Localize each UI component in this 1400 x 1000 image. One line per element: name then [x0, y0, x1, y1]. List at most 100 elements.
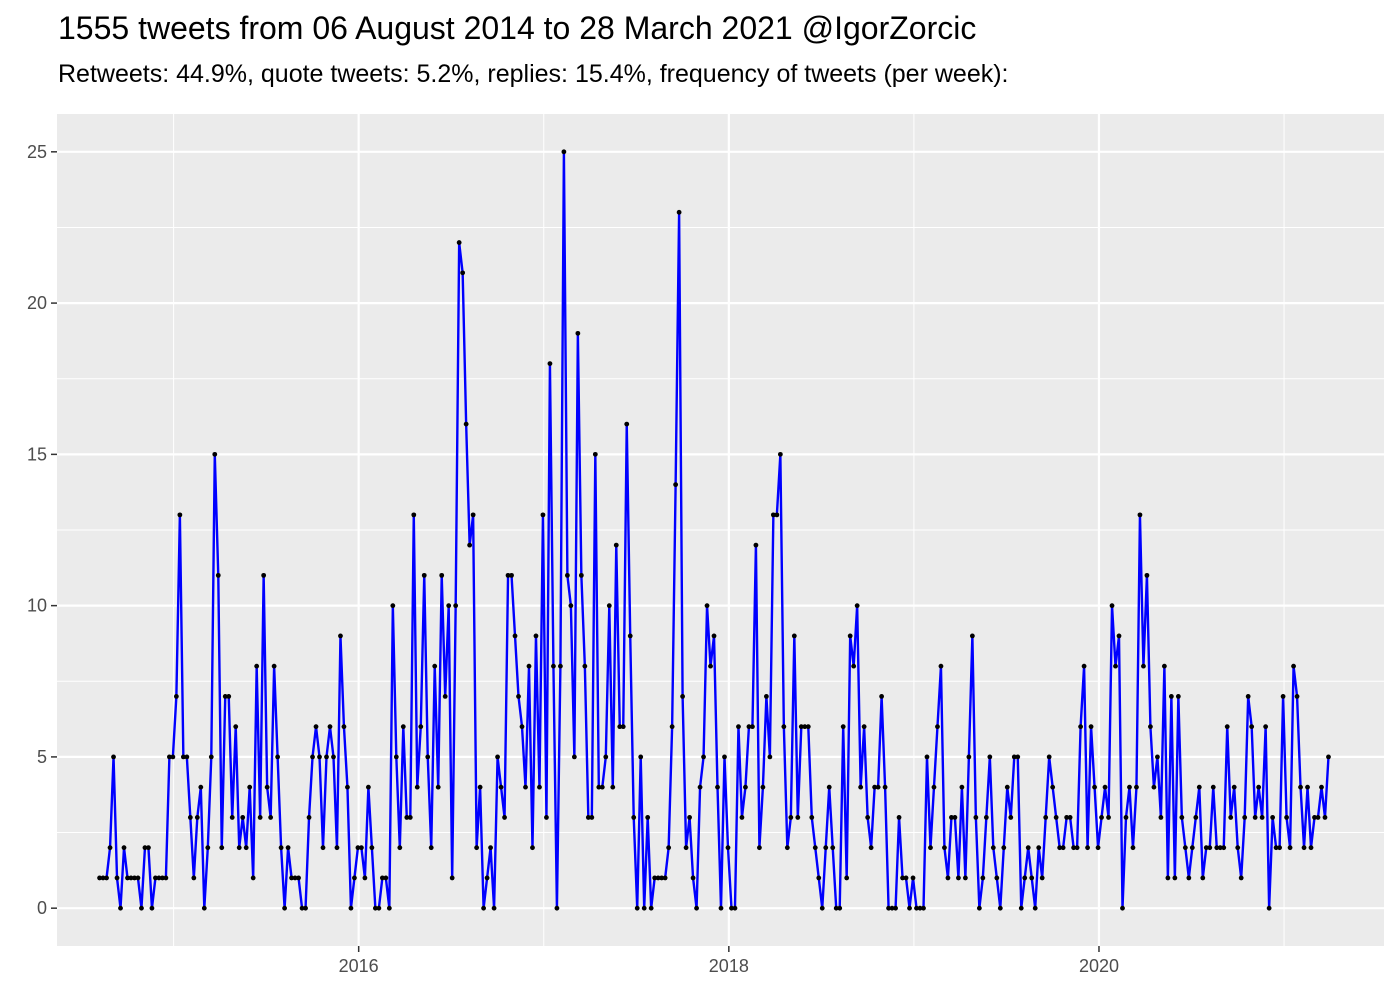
data-point	[331, 754, 336, 760]
data-point	[568, 603, 574, 609]
data-point	[411, 512, 417, 518]
data-point	[1130, 845, 1136, 851]
data-point	[191, 875, 197, 881]
data-point	[296, 875, 301, 881]
data-point	[928, 845, 933, 851]
data-point	[854, 603, 860, 609]
data-point	[247, 784, 253, 790]
data-point	[180, 754, 186, 760]
data-point	[798, 724, 804, 730]
data-point	[746, 724, 752, 730]
data-point	[1050, 784, 1056, 790]
data-point	[802, 724, 808, 730]
data-point	[268, 815, 274, 820]
data-point	[830, 845, 836, 851]
data-point	[1245, 694, 1251, 699]
data-point	[952, 815, 958, 820]
data-point	[1095, 845, 1101, 851]
data-point	[544, 815, 549, 820]
major-gridlines	[57, 114, 1384, 946]
data-point	[1235, 845, 1241, 851]
data-point	[149, 905, 155, 911]
data-point	[355, 845, 361, 851]
data-point	[620, 724, 626, 730]
data-point	[645, 815, 651, 820]
data-point	[100, 875, 106, 881]
data-point	[816, 875, 822, 881]
data-point	[938, 663, 944, 669]
data-point	[114, 875, 120, 881]
data-point	[959, 784, 965, 790]
axis-layer: 0 5 10 15 20 25 2016 2018 2020	[27, 142, 1119, 976]
data-point	[777, 451, 783, 457]
data-point	[1036, 845, 1042, 851]
data-point	[282, 905, 287, 911]
data-point	[596, 784, 602, 790]
data-point	[317, 754, 322, 760]
data-point	[1207, 845, 1213, 851]
data-point	[278, 845, 284, 851]
data-point	[540, 512, 546, 518]
data-point	[1259, 815, 1265, 820]
data-point	[914, 905, 919, 911]
data-point	[1015, 754, 1021, 760]
data-point	[1155, 754, 1160, 760]
chart-subtitle: Retweets: 44.9%, quote tweets: 5.2%, rep…	[58, 60, 1009, 88]
data-point	[564, 572, 570, 578]
data-point	[781, 724, 787, 730]
data-point	[289, 875, 294, 881]
data-point	[1001, 845, 1007, 851]
data-point	[1008, 815, 1014, 820]
data-point	[128, 875, 134, 881]
data-point	[962, 875, 968, 881]
data-point	[631, 815, 637, 820]
data-point	[386, 905, 392, 911]
data-point	[523, 784, 528, 790]
data-point	[498, 784, 504, 790]
data-point	[865, 815, 871, 820]
data-point	[561, 149, 567, 155]
data-point	[788, 815, 794, 820]
data-point	[617, 724, 623, 730]
data-point	[983, 815, 989, 820]
data-point	[1319, 784, 1324, 790]
data-point	[659, 875, 665, 881]
data-point	[393, 754, 399, 760]
data-point	[121, 845, 127, 851]
data-point	[435, 784, 441, 790]
data-point	[104, 875, 109, 881]
data-point	[1057, 845, 1063, 851]
data-point	[1175, 694, 1181, 699]
y-tick-label: 5	[37, 747, 47, 767]
data-point	[987, 754, 993, 760]
data-point	[610, 784, 616, 790]
data-point	[886, 905, 891, 911]
chart-title: 1555 tweets from 06 August 2014 to 28 Ma…	[58, 10, 977, 46]
data-point	[1004, 784, 1010, 790]
data-point	[1266, 905, 1272, 911]
data-point	[1043, 815, 1049, 820]
data-point	[1123, 815, 1129, 820]
data-point	[861, 724, 867, 730]
data-point	[257, 815, 263, 820]
data-point	[589, 815, 595, 820]
data-point	[805, 724, 811, 730]
data-point	[910, 875, 916, 881]
data-point	[966, 754, 972, 760]
data-point	[879, 694, 884, 699]
data-point	[243, 845, 249, 851]
data-point	[1064, 815, 1070, 820]
data-point	[1137, 512, 1143, 518]
data-point	[547, 361, 553, 366]
data-point	[627, 633, 633, 639]
data-point	[97, 875, 102, 881]
data-point	[1210, 784, 1216, 790]
data-point	[491, 905, 497, 911]
data-point	[509, 572, 514, 578]
data-point	[687, 815, 692, 820]
data-point	[585, 815, 591, 820]
data-point	[1165, 875, 1171, 881]
x-tick-label: 2020	[1079, 956, 1119, 976]
data-point	[177, 512, 183, 518]
data-point	[1193, 815, 1199, 820]
